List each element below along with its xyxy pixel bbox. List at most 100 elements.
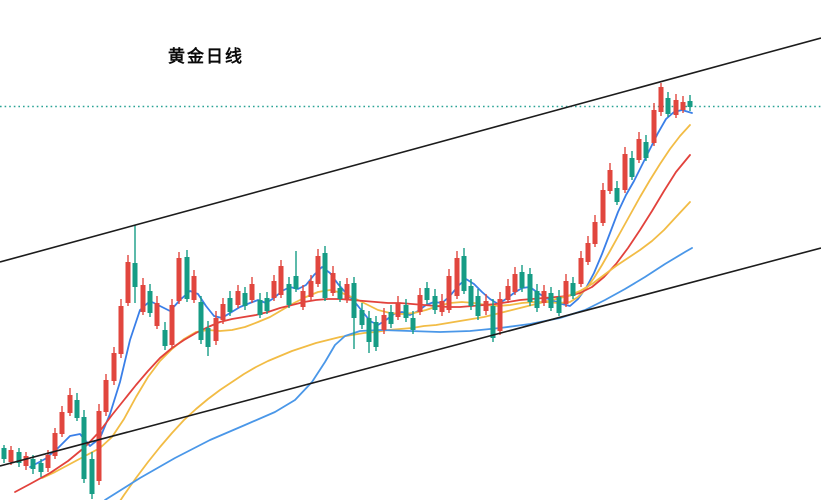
candle-body-down <box>38 463 44 472</box>
candle-body-down <box>184 257 190 299</box>
candle-body-down <box>264 298 270 311</box>
candle-body-up <box>673 100 679 115</box>
candle-body-up <box>454 258 460 296</box>
candle-body-down <box>366 318 372 342</box>
candle-body-down <box>519 272 525 288</box>
candle-body-up <box>140 285 146 312</box>
candle-body-down <box>198 302 204 340</box>
candle-body-down <box>81 417 87 479</box>
candle-body-down <box>475 296 481 316</box>
candle-body-up <box>439 301 445 312</box>
candle-body-up <box>235 291 241 305</box>
candle-body-up <box>111 353 117 381</box>
candle-body-down <box>359 310 365 325</box>
candle-body-down <box>293 276 299 289</box>
candle-body-down <box>1 448 7 459</box>
candle-body-up <box>592 222 598 244</box>
candle-body-up <box>220 304 226 320</box>
candle-body-up <box>271 281 277 298</box>
candle-body-down <box>643 142 649 158</box>
candle-body-down <box>665 98 671 114</box>
candle-body-up <box>23 456 29 466</box>
candle-body-up <box>600 190 606 223</box>
candle-body-up <box>512 274 518 292</box>
candle-body-down <box>461 256 467 291</box>
candle-body-up <box>497 299 503 331</box>
candle-body-up <box>176 258 182 301</box>
candle-body-down <box>570 283 576 296</box>
candle-body-down <box>373 322 379 347</box>
candle-body-up <box>8 450 14 462</box>
candle-body-up <box>169 305 175 345</box>
candle-body-down <box>687 101 693 107</box>
candle-body-up <box>191 276 197 300</box>
candle-body-down <box>16 452 22 463</box>
candle-body-up <box>103 380 109 412</box>
candle-body-down <box>534 291 540 308</box>
candle-body-up <box>249 284 255 300</box>
candle-body-down <box>286 284 292 305</box>
candle-body-up <box>607 170 613 191</box>
candle-body-up <box>636 139 642 160</box>
candle-body-down <box>527 274 533 302</box>
candle-body-up <box>483 301 489 311</box>
lower-channel-trendline <box>0 247 821 467</box>
candle-body-down <box>74 400 80 418</box>
chart-title: 黄金日线 <box>168 47 244 66</box>
candle-body-up <box>417 295 423 312</box>
candle-body-up <box>154 303 160 326</box>
candle-body-up <box>381 315 387 330</box>
candle-body-up <box>118 306 124 354</box>
candle-body-up <box>45 455 51 468</box>
ma-red-line <box>14 154 691 493</box>
candle-body-up <box>578 258 584 284</box>
candle-body-down <box>147 291 153 313</box>
ma-blue-slow-line <box>104 247 693 500</box>
candle-body-down <box>468 286 474 306</box>
candle-body-down <box>388 312 394 324</box>
candle-body-up <box>213 318 219 341</box>
candle-body-up <box>125 262 131 303</box>
candle-body-down <box>432 296 438 310</box>
candle-body-down <box>162 330 168 346</box>
candle-body-down <box>614 188 620 202</box>
upper-channel-trendline <box>0 37 821 263</box>
candle-body-down <box>629 158 635 177</box>
candle-body-down <box>424 288 430 300</box>
candle-body-up <box>563 281 569 304</box>
candle-body-down <box>242 293 248 306</box>
candle-body-up <box>505 286 511 300</box>
candle-body-down <box>351 283 357 318</box>
candle-body-up <box>344 284 350 300</box>
candle-body-up <box>541 291 547 303</box>
candle-body-up <box>680 102 686 110</box>
candle-body-up <box>330 273 336 293</box>
candle-body-up <box>395 303 401 317</box>
candle-body-down <box>403 305 409 318</box>
candle-body-up <box>67 395 73 413</box>
candle-body-down <box>337 288 343 299</box>
candle-body-down <box>556 297 562 313</box>
candle-body-down <box>30 459 36 469</box>
candle-body-up <box>278 266 284 295</box>
candle-body-down <box>322 253 328 298</box>
candle-body-down <box>490 306 496 338</box>
candle-body-up <box>622 154 628 190</box>
candle-body-down <box>548 293 554 308</box>
candle-body-down <box>410 318 416 330</box>
candle-body-up <box>300 291 306 307</box>
candle-body-up <box>585 243 591 262</box>
candle-body-up <box>315 256 321 284</box>
candle-body-down <box>132 263 138 287</box>
candle-body-down <box>227 298 233 312</box>
candle-body-up <box>308 281 314 297</box>
candle-body-down <box>257 300 263 315</box>
candle-body-up <box>658 87 664 112</box>
candle-body-down <box>205 328 211 347</box>
candle-body-up <box>446 276 452 310</box>
candle-body-up <box>59 412 65 434</box>
candle-body-up <box>651 110 657 143</box>
candle-body-down <box>89 459 95 494</box>
